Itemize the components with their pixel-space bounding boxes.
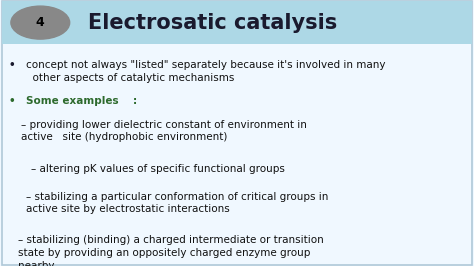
FancyBboxPatch shape: [2, 1, 472, 44]
Text: Some examples: Some examples: [26, 96, 118, 106]
Text: – stabilizing (binding) a charged intermediate or transition
state by providing : – stabilizing (binding) a charged interm…: [18, 235, 324, 266]
Text: •: •: [9, 60, 15, 70]
Circle shape: [11, 6, 70, 39]
Text: – altering pK values of specific functional groups: – altering pK values of specific functio…: [31, 164, 285, 174]
Text: Electrosatic catalysis: Electrosatic catalysis: [88, 13, 337, 33]
Text: •: •: [9, 96, 15, 106]
Text: 4: 4: [36, 16, 45, 29]
Text: concept not always "listed" separately because it's involved in many
  other asp: concept not always "listed" separately b…: [26, 60, 385, 83]
Text: :: :: [133, 96, 137, 106]
Text: – providing lower dielectric constant of environment in
active   site (hydrophob: – providing lower dielectric constant of…: [21, 120, 307, 143]
Text: – stabilizing a particular conformation of critical groups in
active site by ele: – stabilizing a particular conformation …: [26, 192, 328, 214]
